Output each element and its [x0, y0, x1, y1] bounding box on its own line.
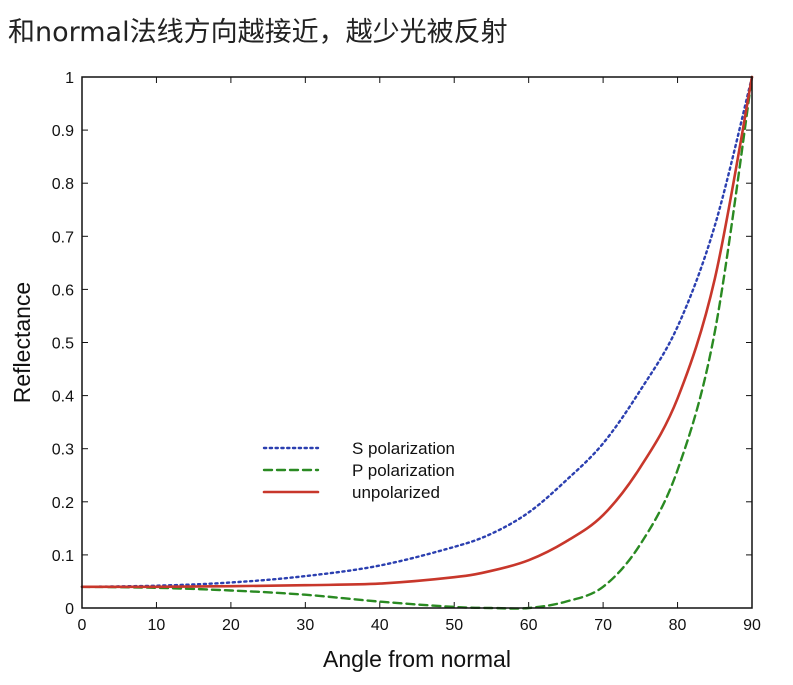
y-tick-label: 0.6 — [52, 282, 74, 299]
y-tick-label: 0.5 — [52, 336, 74, 353]
plot-frame — [81, 76, 753, 609]
axis-ticks: 0 10 20 30 40 50 60 70 80 90 0 0.1 0.2 0.3 0.4 0.5 0.6 0.… — [52, 70, 761, 634]
series-line-p-polarization — [80, 75, 754, 610]
y-tick-label: 0.8 — [52, 176, 74, 193]
legend-label: unpolarized — [352, 483, 440, 502]
y-tick-label: 0.2 — [52, 495, 74, 512]
y-tick-label: 1 — [65, 70, 74, 87]
y-tick-label: 0.3 — [52, 442, 74, 459]
x-tick-label: 60 — [520, 617, 538, 634]
x-tick-label: 10 — [148, 617, 166, 634]
x-tick-label: 20 — [222, 617, 240, 634]
series-line-unpolarized — [80, 75, 754, 589]
x-axis-label: Angle from normal — [323, 646, 511, 672]
legend-label: S polarization — [352, 439, 455, 458]
series-lines — [80, 75, 754, 610]
x-tick-label: 0 — [78, 617, 87, 634]
x-tick-label: 90 — [743, 617, 761, 634]
legend: S polarization P polarization unpolarized — [262, 439, 455, 502]
y-tick-label: 0.1 — [52, 548, 74, 565]
page-heading: 和normal法线方向越接近，越少光被反射 — [8, 17, 508, 48]
x-tick-label: 50 — [445, 617, 463, 634]
y-tick-label: 0.9 — [52, 123, 74, 140]
y-tick-label: 0 — [65, 601, 74, 618]
x-tick-label: 40 — [371, 617, 389, 634]
series-line-s-polarization — [80, 75, 754, 588]
x-tick-label: 30 — [296, 617, 314, 634]
y-tick-label: 0.4 — [52, 389, 74, 406]
legend-label: P polarization — [352, 461, 455, 480]
x-tick-label: 80 — [669, 617, 687, 634]
y-axis-label: Reflectance — [9, 282, 35, 403]
y-tick-label: 0.7 — [52, 229, 74, 246]
x-tick-label: 70 — [594, 617, 612, 634]
